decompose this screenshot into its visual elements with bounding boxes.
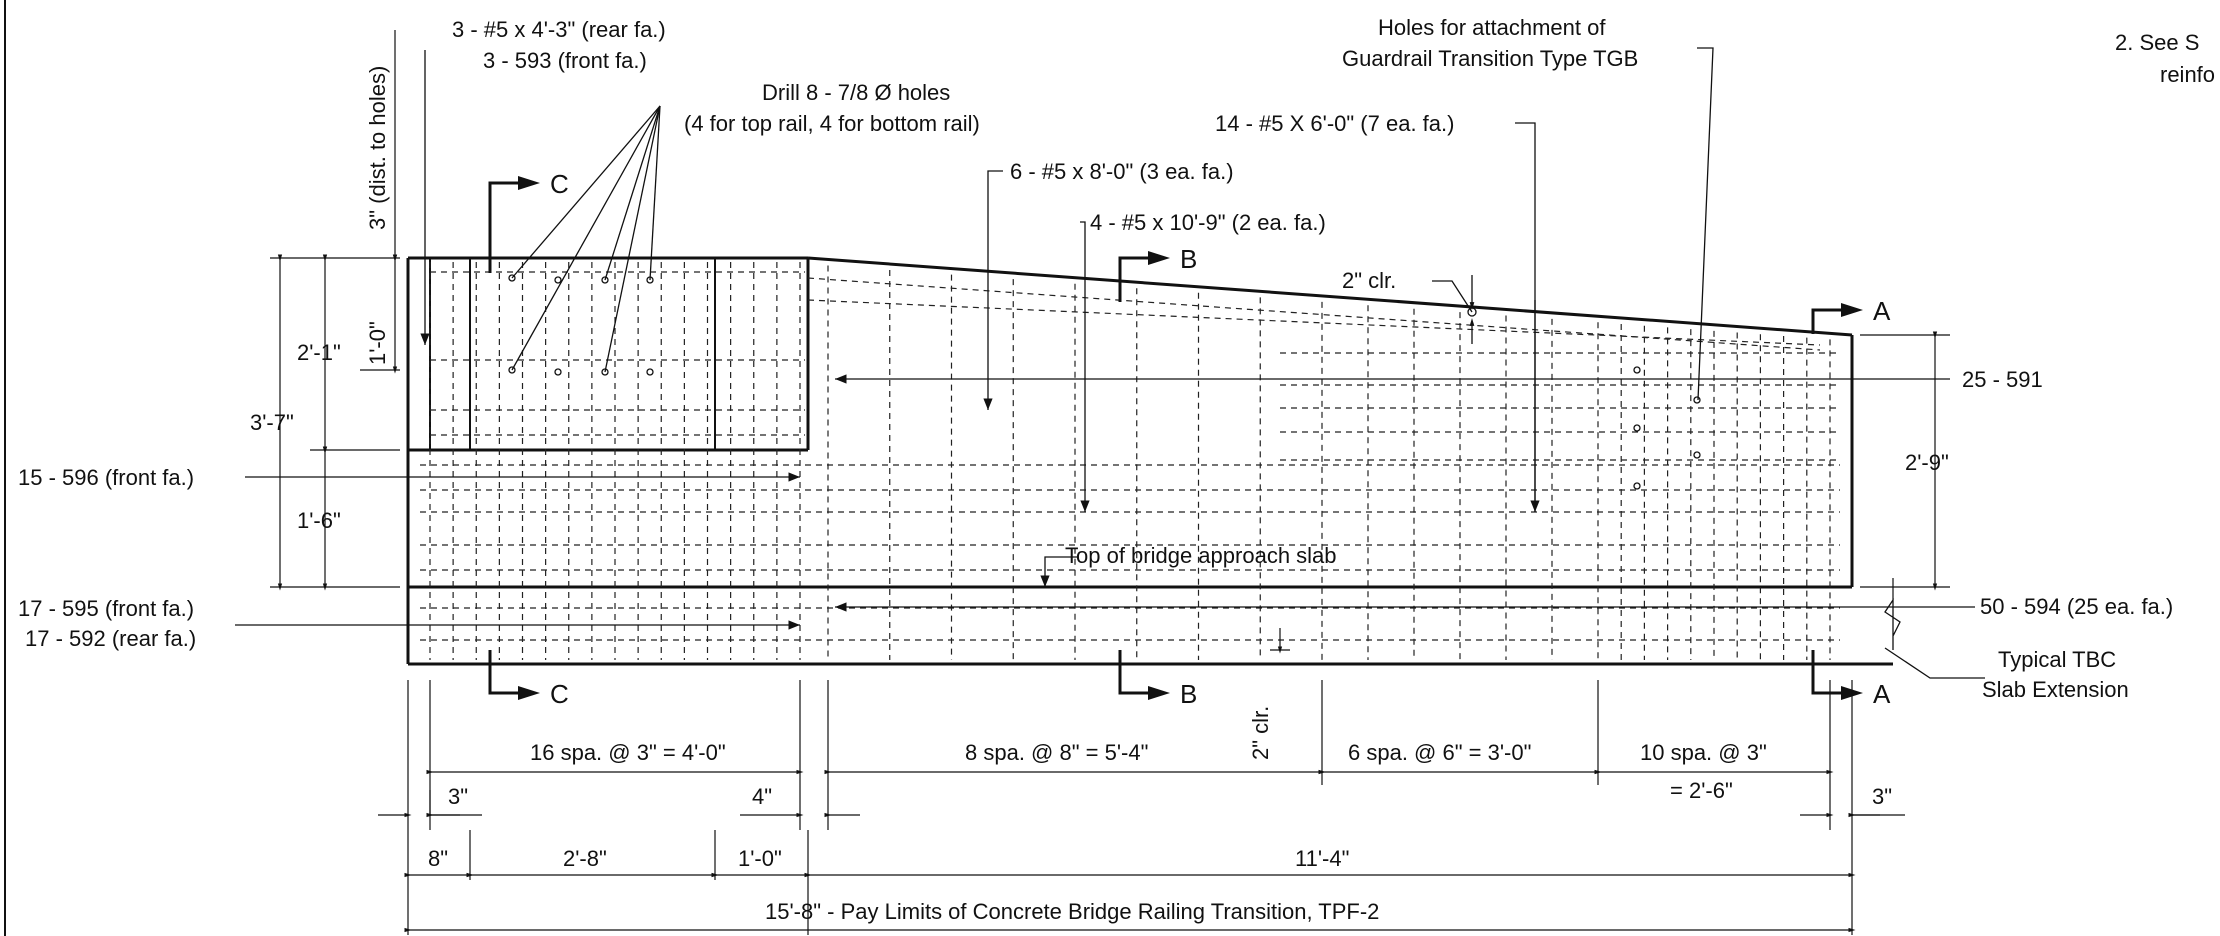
dim-8: 8" bbox=[428, 846, 448, 871]
dim-clr-vertical: 2" clr. bbox=[1248, 706, 1273, 760]
callout-leaders bbox=[420, 47, 1985, 679]
callout-rear-bars-1: 3 - #5 x 4'-3" (rear fa.) bbox=[452, 17, 666, 42]
section-c-bottom: C bbox=[550, 679, 569, 709]
callout-bars-50: 50 - 594 (25 ea. fa.) bbox=[1980, 594, 2173, 619]
dim-spa-16: 16 spa. @ 3" = 4'-0" bbox=[530, 740, 726, 765]
dim-pay-limits: 15'-8" - Pay Limits of Concrete Bridge R… bbox=[765, 899, 1379, 924]
dim-2-8: 2'-8" bbox=[563, 846, 607, 871]
callout-tbc-1: Typical TBC bbox=[1998, 647, 2116, 672]
drill-holes bbox=[508, 274, 1701, 490]
callout-drill-1: Drill 8 - 7/8 Ø holes bbox=[762, 80, 950, 105]
callout-bars-25: 25 - 591 bbox=[1962, 367, 2043, 392]
dim-spa-10b: = 2'-6" bbox=[1670, 778, 1733, 803]
railing-outline bbox=[406, 256, 1893, 666]
bar-arrow-lines bbox=[235, 374, 1975, 630]
dim-dist-holes: 3" (dist. to holes) bbox=[365, 66, 390, 230]
section-c-top: C bbox=[550, 169, 569, 199]
right-vertical-dimension bbox=[1860, 331, 1950, 600]
callout-bars-4: 4 - #5 x 10'-9" (2 ea. fa.) bbox=[1090, 210, 1326, 235]
dim-3-right: 3" bbox=[1872, 784, 1892, 809]
dim-spa-8: 8 spa. @ 8" = 5'-4" bbox=[965, 740, 1148, 765]
left-vertical-dimensions bbox=[270, 30, 400, 591]
callout-bars-15: 15 - 596 (front fa.) bbox=[18, 465, 194, 490]
dim-1-6: 1'-6" bbox=[297, 508, 341, 533]
dim-2-9: 2'-9" bbox=[1905, 450, 1949, 475]
note-2-line1: 2. See S bbox=[2115, 30, 2199, 55]
dim-spa-6: 6 spa. @ 6" = 3'-0" bbox=[1348, 740, 1531, 765]
section-b-bottom: B bbox=[1180, 679, 1197, 709]
callout-holes-2: Guardrail Transition Type TGB bbox=[1342, 46, 1638, 71]
callout-bars-17a: 17 - 595 (front fa.) bbox=[18, 596, 194, 621]
dim-11-4: 11'-4" bbox=[1295, 846, 1349, 871]
bottom-extension-lines bbox=[407, 680, 1853, 935]
callout-tbc-2: Slab Extension bbox=[1982, 677, 2129, 702]
rail-dashed-box bbox=[430, 271, 805, 436]
section-a-bottom: A bbox=[1873, 679, 1891, 709]
dim-spa-10a: 10 spa. @ 3" bbox=[1640, 740, 1767, 765]
vertical-stirrups bbox=[429, 262, 1831, 660]
section-b-top: B bbox=[1180, 244, 1197, 274]
bottom-dimension-lines bbox=[378, 769, 1905, 933]
dim-2-1: 2'-1" bbox=[297, 340, 341, 365]
callout-bars-17b: 17 - 592 (rear fa.) bbox=[25, 626, 196, 651]
horizontal-bars bbox=[420, 277, 1840, 641]
callout-rear-bars-2: 3 - 593 (front fa.) bbox=[483, 48, 647, 73]
dim-3-7: 3'-7" bbox=[250, 410, 294, 435]
callout-drill-2: (4 for top rail, 4 for bottom rail) bbox=[684, 111, 980, 136]
callout-clr-2: 2" clr. bbox=[1342, 268, 1396, 293]
dim-3-left: 3" bbox=[448, 784, 468, 809]
section-a-top: A bbox=[1873, 296, 1891, 326]
callout-top-slab: Top of bridge approach slab bbox=[1065, 543, 1337, 568]
section-markers bbox=[488, 176, 1863, 700]
dim-1-0-vertical: 1'-0" bbox=[365, 321, 390, 365]
clr-dimension bbox=[1270, 628, 1290, 665]
break-symbol bbox=[1884, 597, 1901, 650]
callout-holes-1: Holes for attachment of bbox=[1378, 15, 1606, 40]
note-2-line2: reinfo bbox=[2160, 62, 2215, 87]
dim-1-0: 1'-0" bbox=[738, 846, 782, 871]
callout-bars-6: 6 - #5 x 8'-0" (3 ea. fa.) bbox=[1010, 159, 1234, 184]
callout-bars-14: 14 - #5 X 6'-0" (7 ea. fa.) bbox=[1215, 111, 1454, 136]
dim-4: 4" bbox=[752, 784, 772, 809]
